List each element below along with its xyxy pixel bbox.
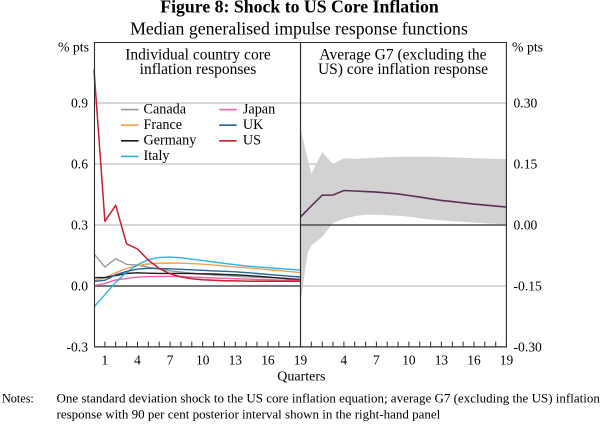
svg-text:Italy: Italy [144, 148, 171, 164]
svg-text:% pts: % pts [58, 40, 89, 55]
svg-text:-0.30: -0.30 [514, 340, 543, 355]
svg-text:One standard deviation shock t: One standard deviation shock to the US c… [57, 390, 600, 405]
svg-text:-0.3: -0.3 [66, 340, 88, 355]
svg-text:7: 7 [167, 352, 174, 367]
svg-text:0.00: 0.00 [514, 218, 538, 233]
svg-text:Figure 8: Shock to US Core Inf: Figure 8: Shock to US Core Inflation [160, 0, 439, 17]
svg-text:19: 19 [500, 352, 514, 367]
svg-text:response with 90 per cent post: response with 90 per cent posterior inte… [57, 407, 441, 422]
svg-text:UK: UK [243, 117, 264, 133]
svg-text:16: 16 [467, 352, 481, 367]
svg-text:Median generalised impulse res: Median generalised impulse response func… [130, 18, 468, 38]
svg-text:% pts: % pts [512, 40, 543, 55]
svg-text:Average G7 (excluding the: Average G7 (excluding the [319, 47, 486, 64]
svg-text:10: 10 [402, 352, 416, 367]
svg-text:10: 10 [196, 352, 210, 367]
svg-text:19: 19 [294, 352, 308, 367]
svg-text:13: 13 [435, 352, 449, 367]
svg-text:0.6: 0.6 [71, 157, 88, 172]
svg-text:4: 4 [341, 352, 348, 367]
svg-text:Notes:: Notes: [2, 391, 34, 405]
svg-text:0.0: 0.0 [71, 279, 88, 294]
svg-text:0.30: 0.30 [514, 96, 538, 111]
svg-text:0.9: 0.9 [71, 96, 88, 111]
svg-text:7: 7 [373, 352, 380, 367]
svg-text:0.3: 0.3 [71, 218, 88, 233]
svg-text:Canada: Canada [144, 101, 187, 117]
svg-text:US: US [243, 133, 261, 149]
svg-text:France: France [144, 117, 183, 133]
svg-text:1: 1 [102, 352, 109, 367]
svg-text:Japan: Japan [243, 101, 275, 117]
svg-text:Germany: Germany [144, 133, 198, 149]
svg-text:0.15: 0.15 [514, 157, 538, 172]
svg-text:13: 13 [229, 352, 243, 367]
svg-text:4: 4 [134, 352, 141, 367]
svg-text:-0.15: -0.15 [514, 279, 543, 294]
svg-text:16: 16 [261, 352, 275, 367]
svg-text:Quarters: Quarters [277, 370, 325, 385]
svg-text:Individual country core: Individual country core [125, 47, 271, 64]
svg-text:US) core inflation response: US) core inflation response [318, 61, 488, 78]
svg-text:inflation responses: inflation responses [140, 61, 257, 78]
